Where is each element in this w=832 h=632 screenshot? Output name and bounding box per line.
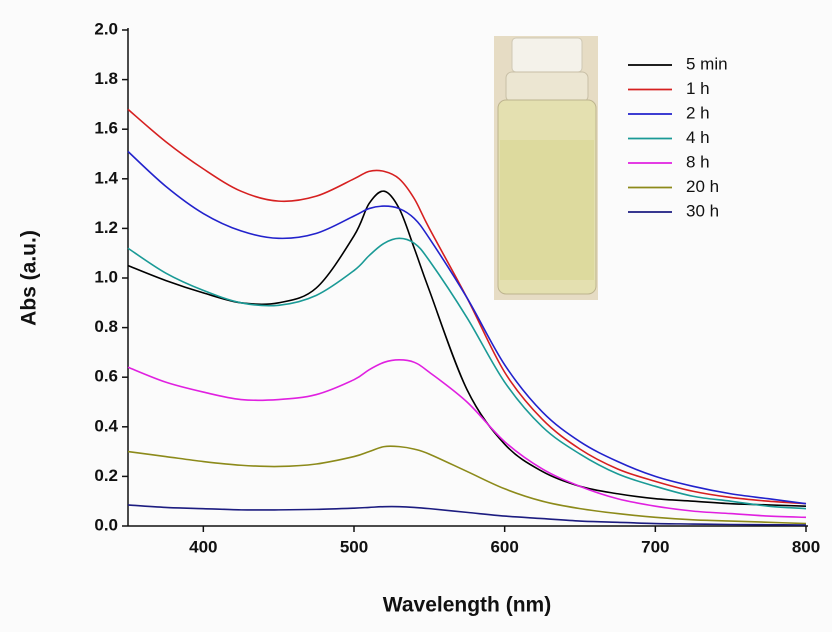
legend-label: 4 h xyxy=(686,128,710,147)
y-tick-label: 1.0 xyxy=(94,267,118,286)
y-tick-label: 0.8 xyxy=(94,317,118,336)
x-tick-label: 600 xyxy=(490,537,518,556)
y-axis-label: Abs (a.u.) xyxy=(18,230,41,326)
legend-label: 30 h xyxy=(686,201,719,220)
y-tick-label: 1.2 xyxy=(94,218,118,237)
inset-photo xyxy=(494,36,598,300)
y-tick-label: 1.8 xyxy=(94,69,118,88)
legend-label: 2 h xyxy=(686,103,710,122)
series-line xyxy=(127,190,807,507)
legend-label: 8 h xyxy=(686,152,710,171)
y-tick-label: 2.0 xyxy=(94,19,118,38)
y-tick-label: 0.4 xyxy=(94,416,118,435)
x-tick-label: 700 xyxy=(641,537,669,556)
legend-label: 1 h xyxy=(686,79,710,98)
x-tick-label: 400 xyxy=(189,537,217,556)
series-line xyxy=(127,108,807,505)
vial-neck xyxy=(505,71,589,103)
x-tick-label: 500 xyxy=(340,537,368,556)
y-tick-label: 0.6 xyxy=(94,367,118,386)
x-axis-label: Wavelength (nm) xyxy=(383,594,551,617)
legend-label: 5 min xyxy=(686,54,728,73)
y-tick-label: 0.2 xyxy=(94,466,118,485)
y-tick-label: 1.6 xyxy=(94,119,118,138)
x-tick-label: 800 xyxy=(792,537,820,556)
series-line xyxy=(127,237,807,510)
vial-liquid xyxy=(500,140,594,280)
series-line xyxy=(127,359,807,519)
y-tick-label: 1.4 xyxy=(94,168,118,187)
series-line xyxy=(127,445,807,525)
series-line xyxy=(127,504,807,526)
vial-cap xyxy=(511,37,583,73)
legend-label: 20 h xyxy=(686,177,719,196)
series-line xyxy=(127,150,807,505)
y-tick-label: 0.0 xyxy=(94,515,118,534)
